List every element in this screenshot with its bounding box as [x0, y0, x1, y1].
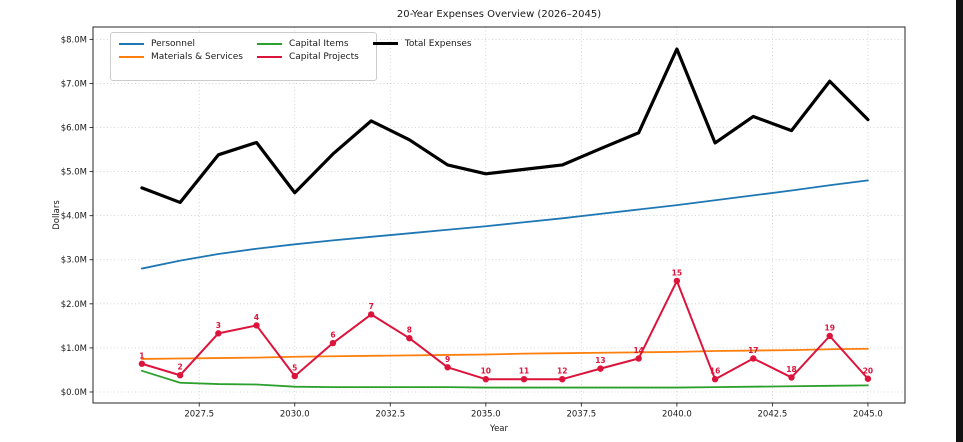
- data-point-marker: [291, 372, 298, 380]
- y-tick-label: $5.0M: [61, 168, 87, 178]
- data-point-label: 15: [672, 268, 682, 277]
- data-point-marker: [750, 355, 757, 362]
- data-point-marker: [788, 374, 795, 381]
- data-point-label: 16: [710, 367, 720, 376]
- data-point-marker: [673, 277, 681, 285]
- legend-label: Materials & Services: [151, 52, 243, 63]
- data-point-label: 7: [369, 302, 374, 311]
- x-tick-label: 2042.5: [758, 410, 788, 420]
- right-edge-black-bar: [956, 0, 963, 442]
- x-tick-label: 2030.0: [280, 410, 310, 420]
- data-point-label: 12: [557, 367, 567, 376]
- legend-line-sample: [256, 42, 282, 45]
- data-point-marker: [444, 364, 451, 371]
- data-point-label: 11: [519, 367, 529, 376]
- series-line-capital-projects: [140, 279, 869, 381]
- legend-item-materials-services: Materials & Services: [119, 51, 243, 65]
- series-line-materials-services: [141, 347, 869, 360]
- legend-line-sample: [256, 56, 282, 59]
- y-tick-label: $8.0M: [61, 35, 87, 45]
- data-point-marker: [864, 375, 872, 382]
- plot-border: [92, 26, 906, 404]
- data-point-label: 5: [292, 364, 297, 373]
- data-point-marker: [597, 365, 604, 372]
- x-tick-label: 2035.0: [471, 410, 501, 420]
- legend-line-sample: [372, 42, 398, 46]
- data-point-label: 9: [445, 355, 450, 364]
- data-point-marker: [520, 375, 528, 383]
- data-point-label: 1: [139, 351, 144, 360]
- series-line-capital-items: [141, 369, 869, 389]
- legend-item-personnel: Personnel: [119, 37, 243, 51]
- data-point-label: 10: [481, 367, 491, 376]
- legend-label: Personnel: [151, 38, 195, 49]
- x-tick-label: 2040.0: [662, 410, 692, 420]
- x-tick-label: 2032.5: [375, 410, 405, 420]
- data-point-marker: [406, 335, 413, 342]
- data-point-label: 8: [407, 326, 412, 335]
- data-point-marker: [253, 322, 260, 329]
- data-point-label: 17: [748, 346, 758, 355]
- data-point-label: 13: [595, 356, 605, 365]
- x-tick-label: 2045.0: [853, 410, 883, 420]
- data-point-marker: [176, 372, 184, 379]
- data-point-label: 14: [633, 346, 643, 355]
- data-point-marker: [138, 360, 146, 367]
- y-tick-label: $1.0M: [61, 344, 87, 354]
- x-tick-label: 2027.5: [184, 410, 214, 420]
- legend-label: Capital Items: [288, 38, 349, 49]
- legend-line-sample: [119, 42, 144, 45]
- legend-item-capital-projects: Capital Projects: [256, 51, 359, 65]
- chart-title: 20-Year Expenses Overview (2026–2045): [396, 9, 602, 20]
- y-tick-label: $2.0M: [61, 300, 87, 310]
- legend-item-total-expenses: Total Expenses: [372, 37, 472, 51]
- data-point-marker: [329, 339, 337, 347]
- y-tick-label: $4.0M: [61, 212, 87, 222]
- data-point-marker: [826, 332, 833, 340]
- data-point-marker: [635, 355, 642, 362]
- data-point-label: 4: [254, 313, 259, 322]
- data-point-label: 20: [863, 366, 873, 375]
- y-tick-label: $7.0M: [61, 79, 87, 89]
- legend-box: Personnel Materials & Services Capital Ite…: [110, 32, 472, 81]
- y-tick-label: $6.0M: [61, 124, 87, 134]
- series-line-personnel: [141, 179, 869, 270]
- data-point-label: 6: [330, 331, 335, 340]
- x-axis-label: Year: [490, 424, 508, 434]
- series-line-total-expenses: [140, 47, 870, 205]
- data-point-label: 19: [825, 323, 835, 332]
- data-point-label: 2: [178, 363, 183, 372]
- legend-line-sample: [119, 56, 144, 59]
- legend-label: Capital Projects: [288, 52, 359, 63]
- data-point-marker: [482, 375, 490, 383]
- legend-label: Total Expenses: [404, 38, 472, 49]
- y-tick-label: $3.0M: [61, 256, 87, 266]
- data-point-marker: [559, 375, 566, 383]
- y-axis-label: Dollars: [52, 200, 62, 230]
- data-point-label: 3: [216, 321, 221, 330]
- data-point-marker: [367, 311, 375, 318]
- x-tick-label: 2037.5: [566, 410, 596, 420]
- data-point-marker: [711, 375, 719, 383]
- y-tick-label: $0.0M: [61, 388, 87, 398]
- data-point-label: 18: [786, 365, 796, 374]
- data-point-marker: [215, 330, 222, 337]
- legend-item-capital-items: Capital Items: [256, 37, 359, 51]
